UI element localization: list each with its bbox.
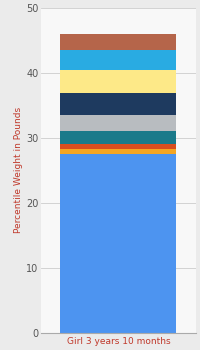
- Bar: [60, 149, 176, 154]
- Bar: [60, 70, 176, 92]
- Bar: [60, 92, 176, 115]
- Bar: [60, 154, 176, 332]
- Bar: [60, 145, 176, 149]
- Y-axis label: Percentile Weight in Pounds: Percentile Weight in Pounds: [14, 107, 23, 233]
- Bar: [60, 34, 176, 50]
- Bar: [60, 132, 176, 145]
- Bar: [60, 115, 176, 132]
- Bar: [60, 50, 176, 70]
